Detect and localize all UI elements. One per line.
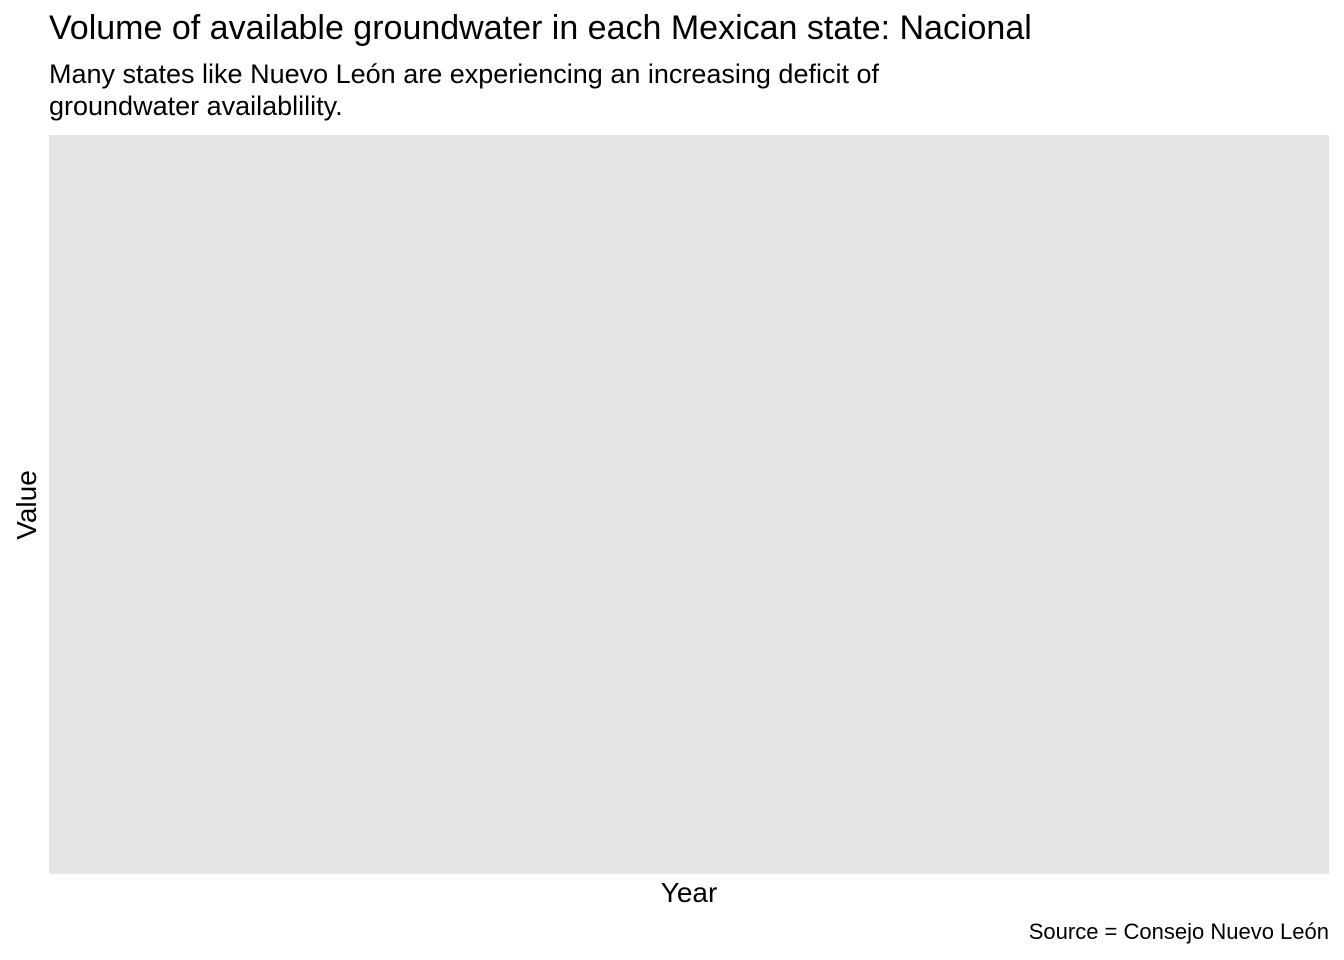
chart-title: Volume of available groundwater in each … xyxy=(49,9,1032,47)
plot-svg xyxy=(49,135,1329,874)
chart-caption: Source = Consejo Nuevo León xyxy=(1028,919,1329,944)
chart-subtitle: Many states like Nuevo León are experien… xyxy=(49,59,879,121)
plot-area xyxy=(49,135,1329,874)
plot-panel xyxy=(49,135,1329,874)
y-axis-label: Value xyxy=(11,470,42,540)
x-axis-label: Year xyxy=(660,877,718,908)
